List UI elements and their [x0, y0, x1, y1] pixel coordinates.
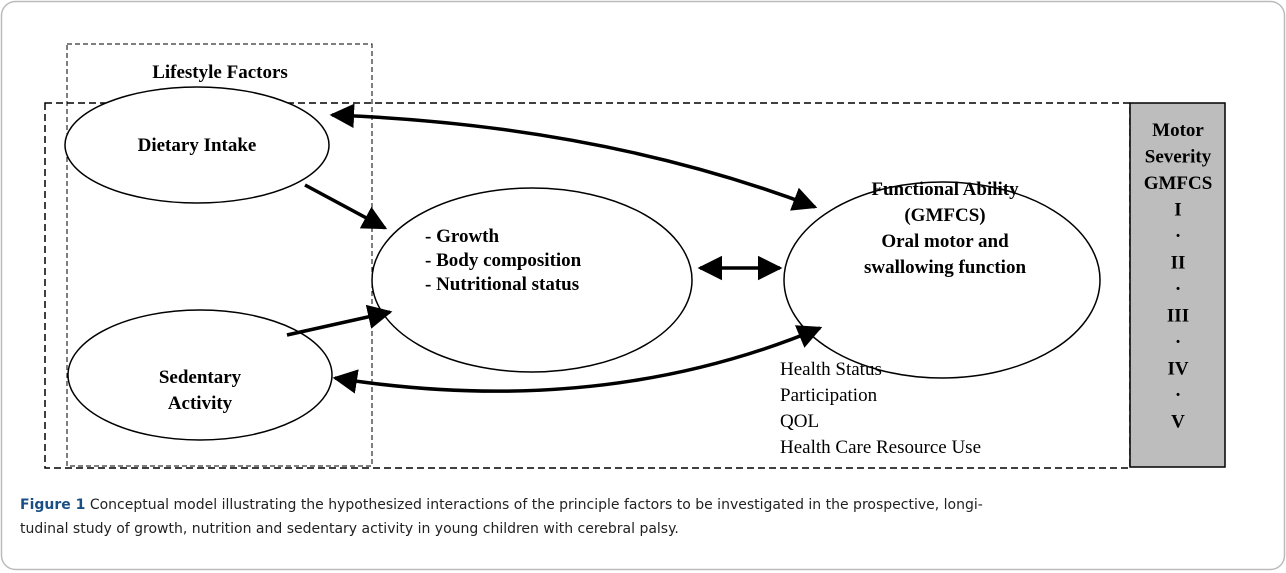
node-label: Oral motor and: [881, 231, 1009, 252]
severity-label: II: [1171, 253, 1186, 274]
severity-label: Severity: [1145, 147, 1212, 168]
node-label: - Body composition: [425, 250, 582, 271]
caption: Figure 1 Conceptual model illustrating t…: [20, 497, 983, 513]
severity-label: ·: [1175, 385, 1181, 406]
node-label: swallowing function: [864, 257, 1026, 278]
arrow: [332, 325, 823, 394]
arrow: [304, 183, 388, 230]
outcome: Health Status: [780, 359, 882, 380]
severity-label: IV: [1167, 359, 1188, 380]
severity-label: ·: [1175, 332, 1181, 353]
severity-label: I: [1174, 200, 1181, 221]
node-label: (GMFCS): [904, 205, 985, 226]
severity-label: V: [1171, 412, 1185, 433]
node-label: - Nutritional status: [425, 274, 579, 295]
lifestyle-box: [66, 43, 373, 467]
severity-label: ·: [1175, 226, 1181, 247]
caption-text: tudinal study of growth, nutrition and s…: [20, 521, 679, 537]
node-label: Activity: [168, 393, 233, 414]
node-label: - Growth: [425, 226, 499, 247]
node: [64, 86, 330, 204]
outcome: Health Care Resource Use: [780, 437, 981, 458]
outcome: QOL: [780, 411, 819, 432]
severity-label: III: [1167, 306, 1189, 327]
severity-label: Motor: [1152, 120, 1204, 141]
lifestyle-title: Lifestyle Factors: [152, 62, 288, 83]
caption-text: Conceptual model illustrating the hypoth…: [90, 497, 983, 513]
arrow: [286, 304, 393, 337]
severity-label: GMFCS: [1144, 173, 1213, 194]
node-label: Functional Ability: [871, 179, 1019, 200]
node-label: Dietary Intake: [138, 135, 257, 156]
node: [783, 181, 1101, 379]
severity-box: [1129, 102, 1226, 468]
outcome: Participation: [780, 385, 878, 406]
severity-label: ·: [1175, 279, 1181, 300]
node-label: Sedentary: [159, 367, 242, 388]
arrows: [286, 103, 823, 394]
caption-label: Figure 1: [20, 497, 85, 513]
node: [67, 309, 333, 441]
arrow: [329, 103, 818, 211]
